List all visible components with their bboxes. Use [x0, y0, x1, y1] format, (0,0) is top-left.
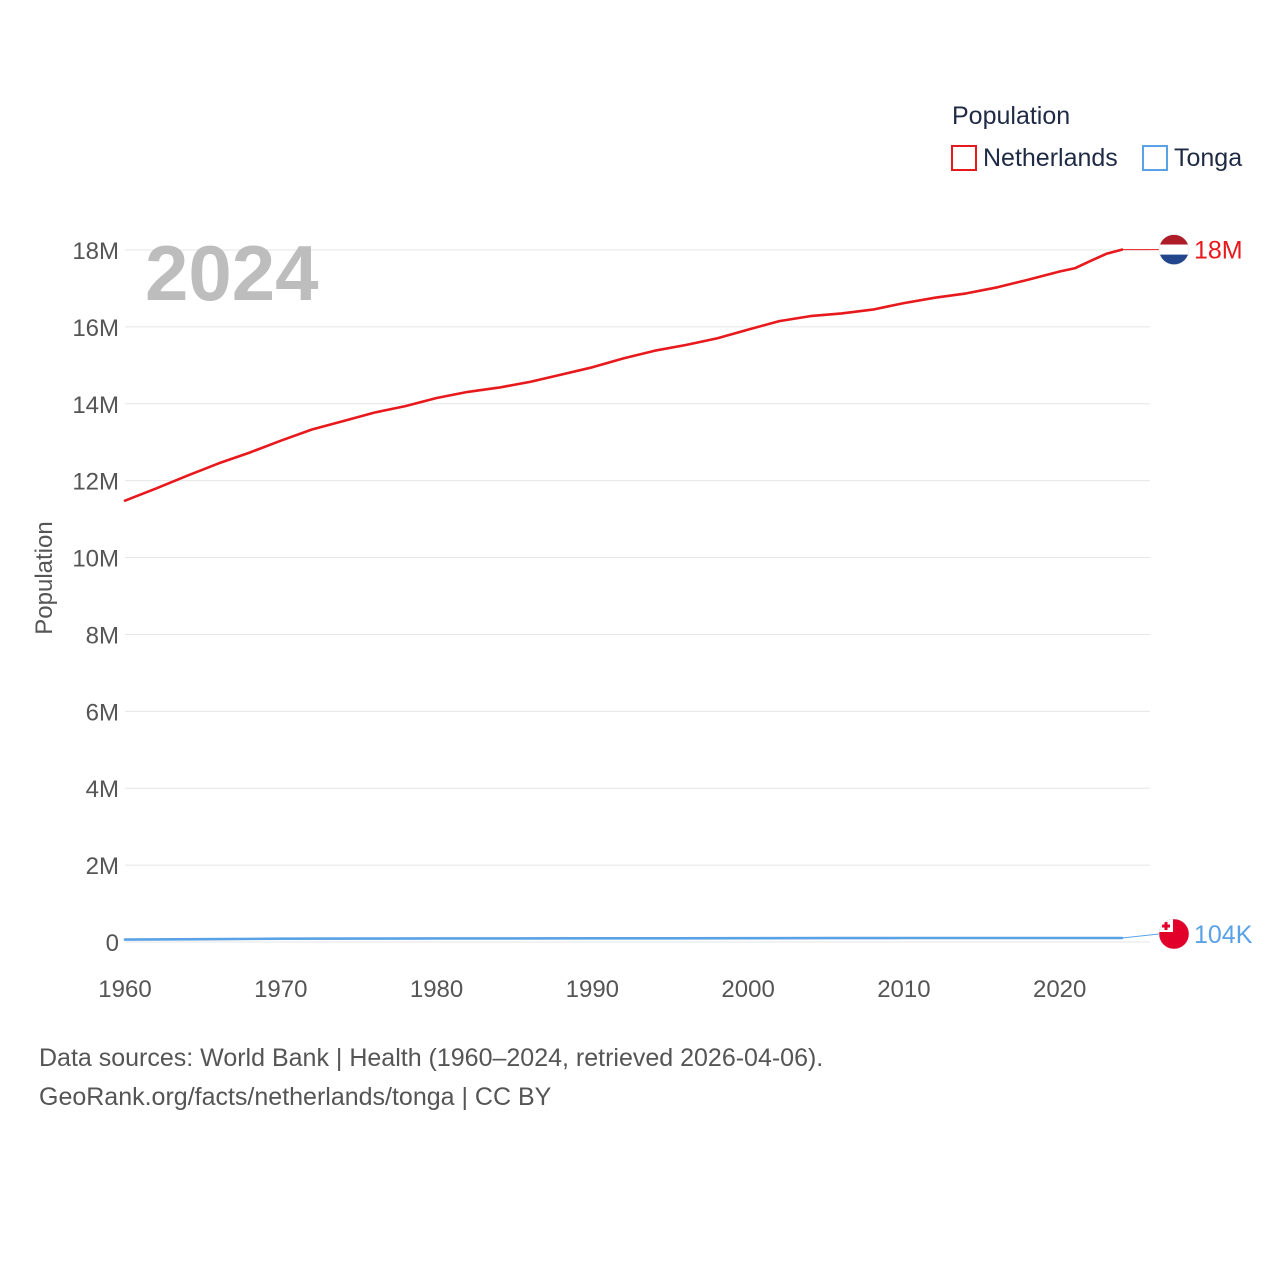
- x-tick-label: 2020: [1033, 976, 1086, 1003]
- y-tick-label: 0: [106, 930, 119, 957]
- y-tick-label: 8M: [86, 622, 119, 649]
- series-line-netherlands[interactable]: [123, 248, 1124, 503]
- y-tick-label: 2M: [86, 853, 119, 880]
- end-markers: 18M 104K: [1121, 234, 1253, 950]
- legend-label-netherlands: Netherlands: [983, 144, 1118, 172]
- y-tick-label: 6M: [86, 699, 119, 726]
- y-tick-label: 10M: [72, 546, 119, 573]
- gridlines: [125, 249, 1150, 943]
- y-tick-label: 18M: [72, 238, 119, 265]
- legend: Population Netherlands Tonga: [951, 102, 1242, 172]
- y-axis-title: Population: [31, 521, 58, 634]
- x-tick-label: 1970: [254, 976, 307, 1003]
- y-axis-ticks: 0 2M 4M 6M 8M 10M 12M 14M 16M 18M: [72, 238, 119, 957]
- y-tick-label: 12M: [72, 469, 119, 496]
- data-source-text: Data sources: World Bank | Health (1960–…: [39, 1044, 824, 1072]
- legend-item-netherlands[interactable]: Netherlands: [951, 144, 1118, 172]
- legend-label-tonga: Tonga: [1174, 144, 1242, 172]
- legend-swatch-netherlands: [951, 145, 977, 171]
- x-tick-label: 2000: [721, 976, 774, 1003]
- series-line-tonga[interactable]: [123, 936, 1124, 941]
- population-chart: 0 2M 4M 6M 8M 10M 12M 14M 16M 18M 1960 1970 1980 199…: [31, 102, 1253, 1003]
- x-tick-label: 1990: [566, 976, 619, 1003]
- y-tick-label: 14M: [72, 392, 119, 419]
- x-tick-label: 2010: [877, 976, 930, 1003]
- series-layer: [123, 248, 1124, 941]
- x-tick-label: 1960: [98, 976, 151, 1003]
- end-connector: [1121, 933, 1160, 939]
- legend-swatch-tonga: [1142, 145, 1168, 171]
- legend-title: Population: [952, 102, 1070, 130]
- legend-item-tonga[interactable]: Tonga: [1142, 144, 1242, 172]
- x-axis-ticks: 1960 1970 1980 1990 2000 2010 2020: [98, 976, 1086, 1003]
- y-tick-label: 4M: [86, 776, 119, 803]
- netherlands-flag-icon: [1158, 234, 1190, 265]
- x-tick-label: 1980: [410, 976, 463, 1003]
- end-value-label-netherlands: 18M: [1194, 237, 1243, 265]
- tonga-flag-icon: [1158, 918, 1190, 950]
- y-tick-label: 16M: [72, 315, 119, 342]
- current-year-label: 2024: [145, 229, 319, 317]
- end-value-label-tonga: 104K: [1194, 921, 1253, 949]
- credit-link[interactable]: GeoRank.org/facts/netherlands/tonga | CC…: [39, 1083, 552, 1111]
